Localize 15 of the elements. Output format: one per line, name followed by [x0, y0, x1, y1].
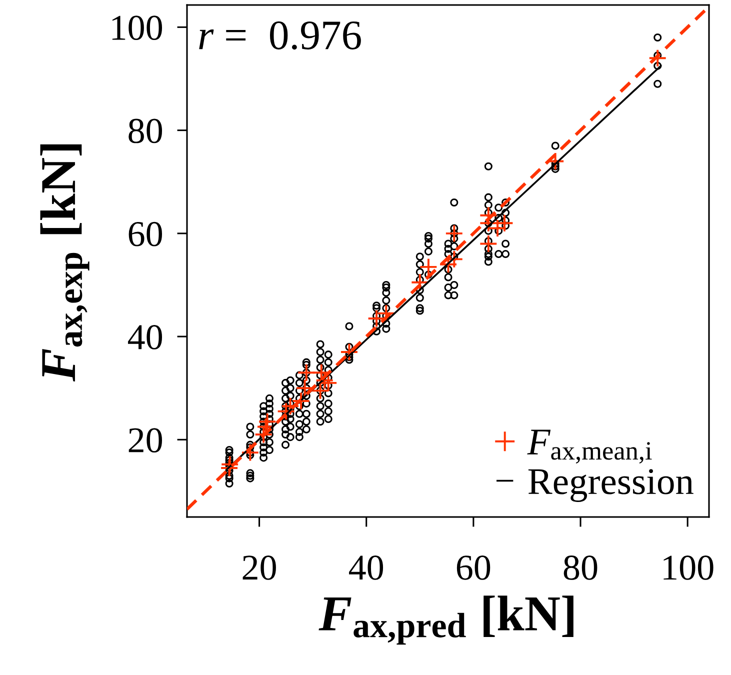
- annotation: r = 0.976: [199, 21, 361, 50]
- y-tick-label: 60: [128, 222, 162, 246]
- x-tick-label: 60: [456, 556, 490, 580]
- y-tick-label: 20: [128, 428, 162, 453]
- y-tick-label: 80: [128, 118, 162, 144]
- legend-label: Regression: [528, 469, 694, 502]
- x-axis-title: F$_{ax,pred}$ [kN]: [318, 596, 574, 645]
- legend-label: F$_{ax,mean,i}$: [527, 430, 652, 464]
- x-tick-label: 80: [564, 556, 598, 580]
- x-tick-label: 40: [349, 556, 384, 580]
- y-tick-label: 100: [112, 16, 162, 40]
- x-tick-label: 20: [242, 556, 276, 580]
- x-tick-label: 100: [664, 556, 714, 580]
- y-tick-label: 40: [128, 325, 162, 350]
- y-axis-title: F$_{ax,exp}$ [kN]: [40, 144, 90, 382]
